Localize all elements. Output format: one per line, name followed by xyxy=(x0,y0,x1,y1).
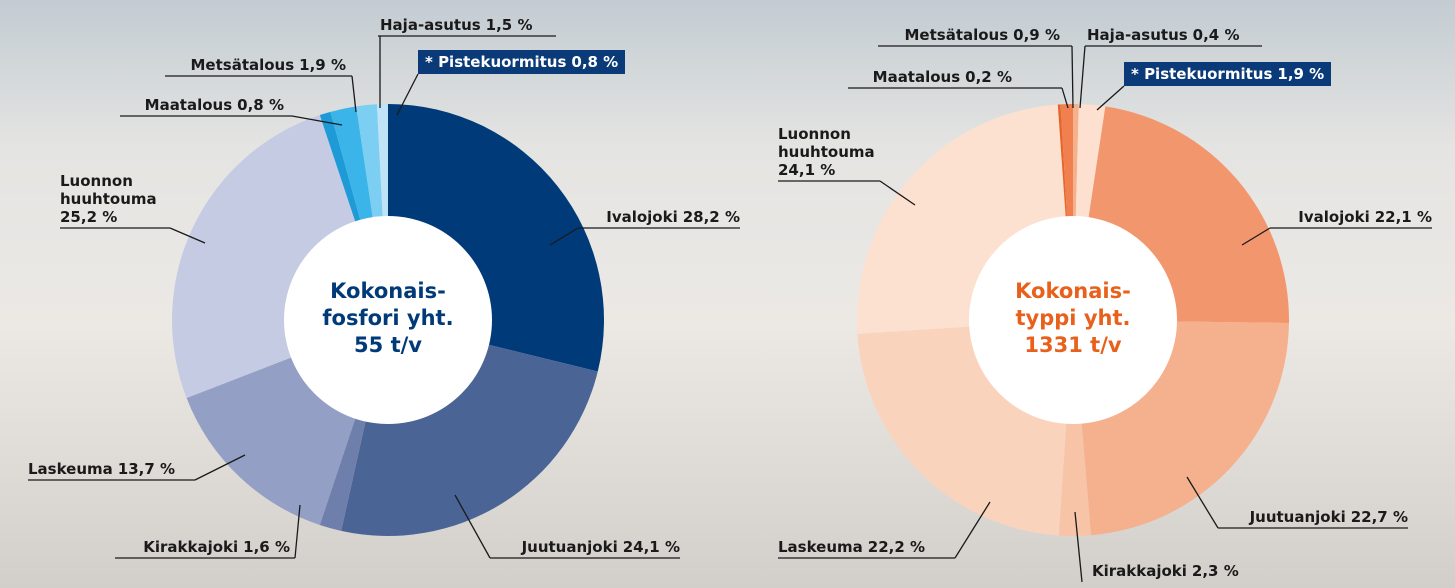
slice-label: * Pistekuormitus 1,9 % xyxy=(1124,62,1331,86)
category-name: Haja-asutus xyxy=(1087,26,1188,44)
category-name: Kirakkajoki xyxy=(143,538,238,556)
category-name: Maatalous xyxy=(145,96,233,114)
value-label: 25,2 % xyxy=(60,208,175,226)
leader-line xyxy=(1097,86,1124,110)
value-label: 13,7 % xyxy=(118,460,175,478)
value-label: 0,2 % xyxy=(965,68,1012,86)
category-name: * Pistekuormitus xyxy=(1131,65,1272,83)
value-label: 24,1 % xyxy=(778,161,893,179)
chart xyxy=(0,0,1455,588)
leader-line xyxy=(1080,46,1085,108)
slice-label: Ivalojoki 22,1 % xyxy=(1298,208,1432,226)
center-line: Kokonais- xyxy=(968,278,1178,305)
value-label: 28,2 % xyxy=(683,208,740,226)
slice-label: Juutuanjoki 24,1 % xyxy=(522,538,680,556)
value-label: 22,1 % xyxy=(1375,208,1432,226)
category-name: Maatalous xyxy=(873,68,961,86)
category-name: Metsätalous xyxy=(905,26,1009,44)
value-label: 22,7 % xyxy=(1351,508,1408,526)
slice-label: Kirakkajoki 2,3 % xyxy=(1092,562,1239,580)
value-label: 22,2 % xyxy=(868,538,925,556)
slice-label: Haja-asutus 1,5 % xyxy=(380,16,533,34)
slice-label: Laskeuma 13,7 % xyxy=(28,460,175,478)
value-label: 1,5 % xyxy=(486,16,533,34)
slice-label: Laskeuma 22,2 % xyxy=(778,538,925,556)
category-name: Luonnon huuhtouma xyxy=(60,172,157,208)
category-name: Juutuanjoki xyxy=(522,538,618,556)
value-label: 1,6 % xyxy=(243,538,290,556)
value-label: 0,4 % xyxy=(1193,26,1240,44)
center-label: Kokonais-typpi yht.1331 t/v xyxy=(968,278,1178,359)
category-name: Haja-asutus xyxy=(380,16,481,34)
value-label: 0,9 % xyxy=(1013,26,1060,44)
slice-label: Haja-asutus 0,4 % xyxy=(1087,26,1240,44)
center-line: 55 t/v xyxy=(283,332,493,359)
category-name: Luonnon huuhtouma xyxy=(778,125,875,161)
category-name: Ivalojoki xyxy=(1298,208,1370,226)
value-label: 0,8 % xyxy=(571,53,618,71)
category-name: Juutuanjoki xyxy=(1250,508,1346,526)
category-name: Metsätalous xyxy=(191,56,295,74)
value-label: 1,9 % xyxy=(1277,65,1324,83)
center-line: 1331 t/v xyxy=(968,332,1178,359)
center-line: fosfori yht. xyxy=(283,305,493,332)
center-label: Kokonais-fosfori yht.55 t/v xyxy=(283,278,493,359)
slice-label: Kirakkajoki 1,6 % xyxy=(143,538,290,556)
center-line: typpi yht. xyxy=(968,305,1178,332)
slice-label: * Pistekuormitus 0,8 % xyxy=(418,50,625,74)
category-name: Laskeuma xyxy=(28,460,113,478)
category-name: Kirakkajoki xyxy=(1092,562,1187,580)
leader-line xyxy=(1072,46,1073,108)
category-name: Ivalojoki xyxy=(606,208,678,226)
slice-label: Juutuanjoki 22,7 % xyxy=(1250,508,1408,526)
slice-label: Ivalojoki 28,2 % xyxy=(606,208,740,226)
value-label: 1,9 % xyxy=(299,56,346,74)
category-name: * Pistekuormitus xyxy=(425,53,566,71)
page: (() => { const data = JSON.parse(documen… xyxy=(0,0,1455,588)
value-label: 2,3 % xyxy=(1192,562,1239,580)
leader-line xyxy=(352,76,356,112)
value-label: 24,1 % xyxy=(623,538,680,556)
center-line: Kokonais- xyxy=(283,278,493,305)
category-name: Laskeuma xyxy=(778,538,863,556)
value-label: 0,8 % xyxy=(237,96,284,114)
